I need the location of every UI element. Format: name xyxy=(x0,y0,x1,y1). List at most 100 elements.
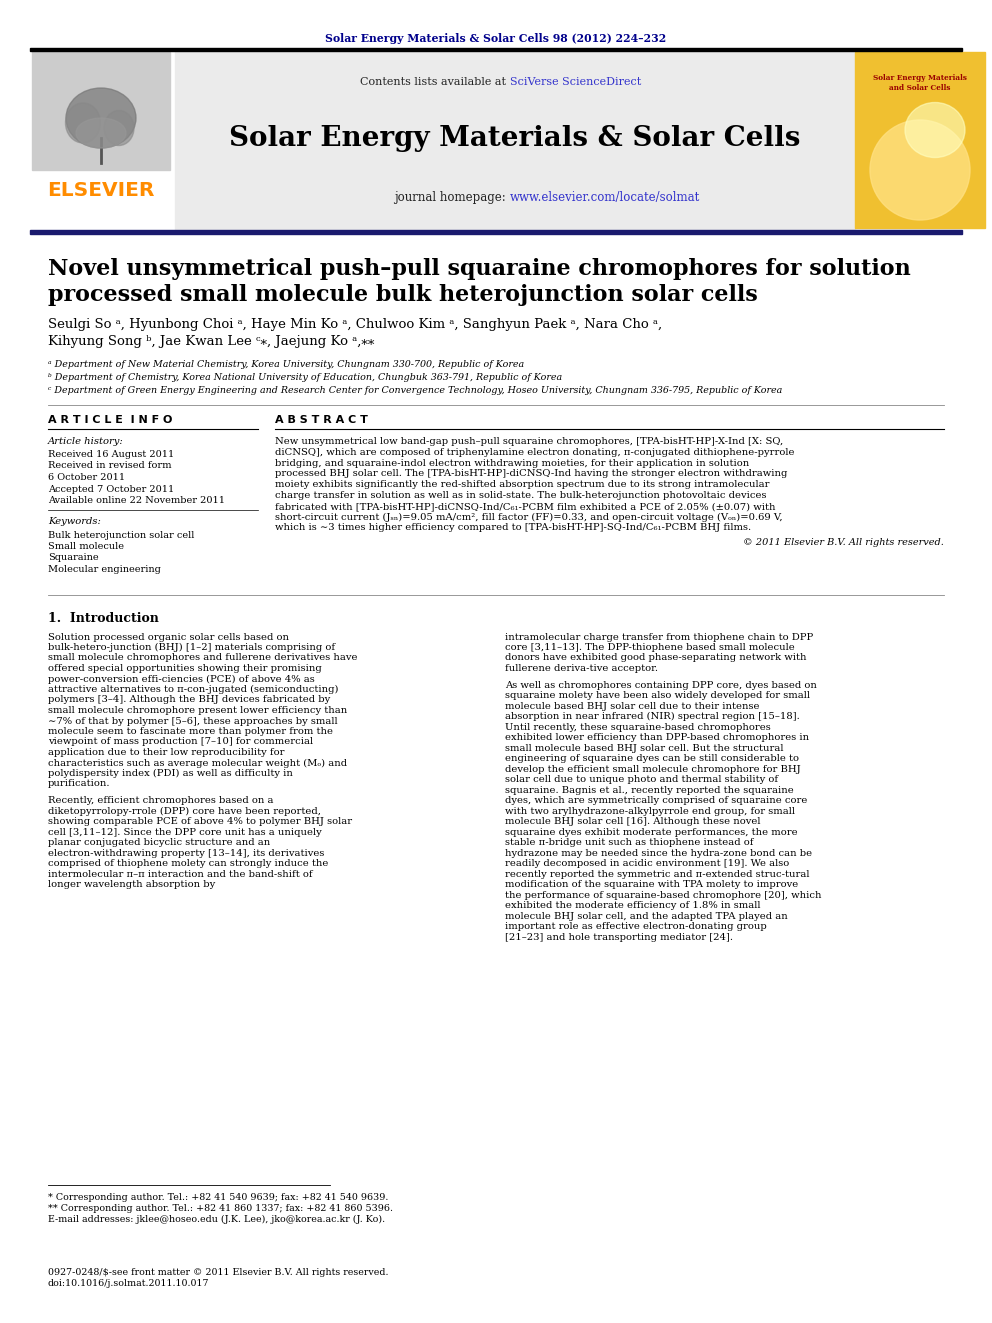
Text: www.elsevier.com/locate/solmat: www.elsevier.com/locate/solmat xyxy=(510,192,700,205)
Ellipse shape xyxy=(76,118,126,148)
Text: small molecule chromophore present lower efficiency than: small molecule chromophore present lower… xyxy=(48,706,347,714)
Bar xyxy=(30,230,962,233)
Text: solar cell due to unique photo and thermal stability of: solar cell due to unique photo and therm… xyxy=(505,775,778,785)
Text: ** Corresponding author. Tel.: +82 41 860 1337; fax: +82 41 860 5396.: ** Corresponding author. Tel.: +82 41 86… xyxy=(48,1204,393,1213)
Text: hydrazone may be needed since the hydra-zone bond can be: hydrazone may be needed since the hydra-… xyxy=(505,849,812,857)
Text: Solar Energy Materials & Solar Cells 98 (2012) 224–232: Solar Energy Materials & Solar Cells 98 … xyxy=(325,33,667,44)
Text: journal homepage:: journal homepage: xyxy=(395,192,510,205)
Ellipse shape xyxy=(66,89,136,148)
Text: dyes, which are symmetrically comprised of squaraine core: dyes, which are symmetrically comprised … xyxy=(505,796,807,806)
Text: showing comparable PCE of above 4% to polymer BHJ solar: showing comparable PCE of above 4% to po… xyxy=(48,818,352,827)
Text: application due to their low reproducibility for: application due to their low reproducibi… xyxy=(48,747,285,757)
Text: Molecular engineering: Molecular engineering xyxy=(48,565,161,574)
Text: modification of the squaraine with TPA molety to improve: modification of the squaraine with TPA m… xyxy=(505,880,799,889)
Text: * Corresponding author. Tel.: +82 41 540 9639; fax: +82 41 540 9639.: * Corresponding author. Tel.: +82 41 540… xyxy=(48,1193,389,1203)
Text: squaraine dyes exhibit moderate performances, the more: squaraine dyes exhibit moderate performa… xyxy=(505,828,798,837)
Ellipse shape xyxy=(65,103,100,143)
Text: New unsymmetrical low band-gap push–pull squaraine chromophores, [TPA-bisHT-HP]-: New unsymmetrical low band-gap push–pull… xyxy=(275,437,784,446)
Text: polymers [3–4]. Although the BHJ devices fabricated by: polymers [3–4]. Although the BHJ devices… xyxy=(48,696,330,705)
Text: moiety exhibits significantly the red-shifted absorption spectrum due to its str: moiety exhibits significantly the red-sh… xyxy=(275,480,770,490)
Text: squaraine molety have been also widely developed for small: squaraine molety have been also widely d… xyxy=(505,692,810,700)
Text: exhibited lower efficiency than DPP-based chromophores in: exhibited lower efficiency than DPP-base… xyxy=(505,733,809,742)
Text: Received 16 August 2011: Received 16 August 2011 xyxy=(48,450,175,459)
Text: the performance of squaraine-based chromophore [20], which: the performance of squaraine-based chrom… xyxy=(505,890,821,900)
Text: squaraine. Bagnis et al., recently reported the squaraine: squaraine. Bagnis et al., recently repor… xyxy=(505,786,794,795)
Text: core [3,11–13]. The DPP-thiophene based small molecule: core [3,11–13]. The DPP-thiophene based … xyxy=(505,643,795,652)
Text: absorption in near infrared (NIR) spectral region [15–18].: absorption in near infrared (NIR) spectr… xyxy=(505,712,800,721)
Text: Accepted 7 October 2011: Accepted 7 October 2011 xyxy=(48,484,175,493)
Text: E-mail addresses: jklee@hoseo.edu (J.K. Lee), jko@korea.ac.kr (J. Ko).: E-mail addresses: jklee@hoseo.edu (J.K. … xyxy=(48,1215,385,1224)
Text: Bulk heterojunction solar cell: Bulk heterojunction solar cell xyxy=(48,531,194,540)
Text: comprised of thiophene molety can strongly induce the: comprised of thiophene molety can strong… xyxy=(48,860,328,868)
Text: © 2011 Elsevier B.V. All rights reserved.: © 2011 Elsevier B.V. All rights reserved… xyxy=(743,538,944,548)
Text: exhibited the moderate efficiency of 1.8% in small: exhibited the moderate efficiency of 1.8… xyxy=(505,901,761,910)
Text: 0927-0248/$-see front matter © 2011 Elsevier B.V. All rights reserved.: 0927-0248/$-see front matter © 2011 Else… xyxy=(48,1267,389,1277)
Text: 1.  Introduction: 1. Introduction xyxy=(48,613,159,626)
Text: electron-withdrawing property [13–14], its derivatives: electron-withdrawing property [13–14], i… xyxy=(48,849,324,857)
Text: stable π-bridge unit such as thiophene instead of: stable π-bridge unit such as thiophene i… xyxy=(505,839,754,847)
Text: SciVerse ScienceDirect: SciVerse ScienceDirect xyxy=(510,77,641,87)
Text: molecule BHJ solar cell [16]. Although these novel: molecule BHJ solar cell [16]. Although t… xyxy=(505,818,761,827)
Text: molecule BHJ solar cell, and the adapted TPA played an: molecule BHJ solar cell, and the adapted… xyxy=(505,912,788,921)
Text: Until recently, these squaraine-based chromophores: Until recently, these squaraine-based ch… xyxy=(505,722,771,732)
Text: develop the efficient small molecule chromophore for BHJ: develop the efficient small molecule chr… xyxy=(505,765,801,774)
Text: ᶜ Department of Green Energy Engineering and Research Center for Convergence Tec: ᶜ Department of Green Energy Engineering… xyxy=(48,386,783,396)
Text: As well as chromophores containing DPP core, dyes based on: As well as chromophores containing DPP c… xyxy=(505,681,816,689)
Text: ᵇ Department of Chemistry, Korea National University of Education, Chungbuk 363-: ᵇ Department of Chemistry, Korea Nationa… xyxy=(48,373,562,382)
Text: engineering of squaraine dyes can be still considerable to: engineering of squaraine dyes can be sti… xyxy=(505,754,799,763)
Bar xyxy=(175,50,855,230)
Text: recently reported the symmetric and π-extended struc-tural: recently reported the symmetric and π-ex… xyxy=(505,869,809,878)
Text: donors have exhibited good phase-separating network with: donors have exhibited good phase-separat… xyxy=(505,654,806,663)
Text: Keywords:: Keywords: xyxy=(48,517,101,527)
Text: [21–23] and hole transporting mediator [24].: [21–23] and hole transporting mediator [… xyxy=(505,933,733,942)
Text: ᵃ Department of New Material Chemistry, Korea University, Chungnam 330-700, Repu: ᵃ Department of New Material Chemistry, … xyxy=(48,360,524,369)
Text: doi:10.1016/j.solmat.2011.10.017: doi:10.1016/j.solmat.2011.10.017 xyxy=(48,1279,209,1289)
Bar xyxy=(32,52,170,169)
Text: which is ∼3 times higher efficiency compared to [TPA-bisHT-HP]-SQ-Ind/C₆₁-PCBM B: which is ∼3 times higher efficiency comp… xyxy=(275,524,751,532)
Text: Squaraine: Squaraine xyxy=(48,553,98,562)
Text: small molecule based BHJ solar cell. But the structural: small molecule based BHJ solar cell. But… xyxy=(505,744,784,753)
Text: longer wavelength absorption by: longer wavelength absorption by xyxy=(48,880,215,889)
Ellipse shape xyxy=(905,102,965,157)
Text: important role as effective electron-donating group: important role as effective electron-don… xyxy=(505,922,767,931)
Text: planar conjugated bicyclic structure and an: planar conjugated bicyclic structure and… xyxy=(48,839,270,847)
Text: characteristics such as average molecular weight (Mₒ) and: characteristics such as average molecula… xyxy=(48,758,347,767)
Text: ELSEVIER: ELSEVIER xyxy=(48,180,155,200)
Text: intramolecular charge transfer from thiophene chain to DPP: intramolecular charge transfer from thio… xyxy=(505,632,813,642)
Text: charge transfer in solution as well as in solid-state. The bulk-heterojunction p: charge transfer in solution as well as i… xyxy=(275,491,767,500)
Text: Solution processed organic solar cells based on: Solution processed organic solar cells b… xyxy=(48,632,289,642)
Text: with two arylhydrazone-alkylpyrrole end group, for small: with two arylhydrazone-alkylpyrrole end … xyxy=(505,807,795,816)
Text: viewpoint of mass production [7–10] for commercial: viewpoint of mass production [7–10] for … xyxy=(48,737,313,746)
Text: A R T I C L E  I N F O: A R T I C L E I N F O xyxy=(48,415,173,425)
Bar xyxy=(855,52,985,228)
Text: bridging, and squaraine-indol electron withdrawing moieties, for their applicati: bridging, and squaraine-indol electron w… xyxy=(275,459,749,467)
Text: A B S T R A C T: A B S T R A C T xyxy=(275,415,368,425)
Text: attractive alternatives to π-con-jugated (semiconducting): attractive alternatives to π-con-jugated… xyxy=(48,685,338,695)
Text: Recently, efficient chromophores based on a: Recently, efficient chromophores based o… xyxy=(48,796,274,806)
Text: Kihyung Song ᵇ, Jae Kwan Lee ᶜ⁎, Jaejung Ko ᵃ,⁎⁎: Kihyung Song ᵇ, Jae Kwan Lee ᶜ⁎, Jaejung… xyxy=(48,335,374,348)
Text: Small molecule: Small molecule xyxy=(48,542,124,550)
Text: fullerene deriva-tive acceptor.: fullerene deriva-tive acceptor. xyxy=(505,664,658,673)
Text: diCNSQ], which are composed of triphenylamine electron donating, π-conjugated di: diCNSQ], which are composed of triphenyl… xyxy=(275,447,795,456)
Text: offered special opportunities showing their promising: offered special opportunities showing th… xyxy=(48,664,321,673)
Text: Contents lists available at: Contents lists available at xyxy=(360,77,510,87)
Ellipse shape xyxy=(104,111,134,146)
Text: processed BHJ solar cell. The [TPA-bisHT-HP]-diCNSQ-Ind having the stronger elec: processed BHJ solar cell. The [TPA-bisHT… xyxy=(275,470,788,479)
Text: fabricated with [TPA-bisHT-HP]-diCNSQ-Ind/C₆₁-PCBM film exhibited a PCE of 2.05%: fabricated with [TPA-bisHT-HP]-diCNSQ-In… xyxy=(275,501,776,511)
Text: purification.: purification. xyxy=(48,779,110,789)
Text: Seulgi So ᵃ, Hyunbong Choi ᵃ, Haye Min Ko ᵃ, Chulwoo Kim ᵃ, Sanghyun Paek ᵃ, Nar: Seulgi So ᵃ, Hyunbong Choi ᵃ, Haye Min K… xyxy=(48,318,662,331)
Text: ∼7% of that by polymer [5–6], these approaches by small: ∼7% of that by polymer [5–6], these appr… xyxy=(48,717,337,725)
Text: cell [3,11–12]. Since the DPP core unit has a uniquely: cell [3,11–12]. Since the DPP core unit … xyxy=(48,828,321,837)
Text: Received in revised form: Received in revised form xyxy=(48,462,172,471)
Bar xyxy=(30,48,962,50)
Text: Solar Energy Materials: Solar Energy Materials xyxy=(873,74,967,82)
Text: power-conversion effi-ciencies (PCE) of above 4% as: power-conversion effi-ciencies (PCE) of … xyxy=(48,675,314,684)
Text: Novel unsymmetrical push–pull squaraine chromophores for solution: Novel unsymmetrical push–pull squaraine … xyxy=(48,258,911,280)
Text: small molecule chromophores and fullerene derivatives have: small molecule chromophores and fulleren… xyxy=(48,654,357,663)
Text: Available online 22 November 2011: Available online 22 November 2011 xyxy=(48,496,225,505)
Bar xyxy=(855,52,985,228)
Text: molecule seem to fascinate more than polymer from the: molecule seem to fascinate more than pol… xyxy=(48,728,333,736)
Text: polydispersity index (PDI) as well as difficulty in: polydispersity index (PDI) as well as di… xyxy=(48,769,293,778)
Text: molecule based BHJ solar cell due to their intense: molecule based BHJ solar cell due to the… xyxy=(505,701,760,710)
Text: readily decomposed in acidic environment [19]. We also: readily decomposed in acidic environment… xyxy=(505,860,790,868)
